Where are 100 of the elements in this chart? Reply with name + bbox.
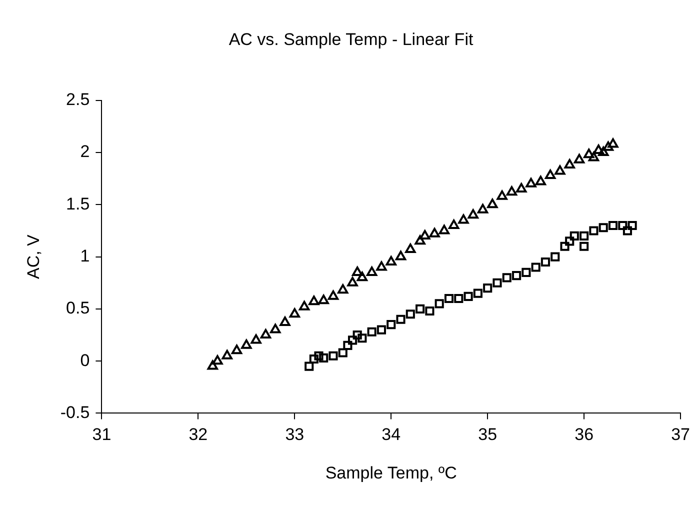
point [618, 220, 628, 230]
y-tick-label: 2 [80, 142, 90, 162]
point [550, 252, 560, 262]
point [308, 296, 320, 306]
point [304, 362, 314, 371]
point [367, 327, 376, 336]
point [526, 178, 536, 188]
point [544, 169, 556, 179]
point [473, 288, 482, 298]
point [241, 339, 252, 349]
x-tick-label: 31 [92, 425, 112, 444]
point [589, 226, 598, 236]
point [580, 231, 589, 240]
point [207, 360, 218, 370]
point [212, 355, 223, 365]
point [608, 220, 618, 230]
point [352, 330, 362, 340]
point [570, 231, 579, 240]
x-tick-label: 37 [671, 425, 690, 444]
point [522, 268, 531, 277]
point [366, 266, 378, 276]
point [531, 262, 540, 272]
point [580, 242, 589, 251]
point [468, 209, 478, 219]
point [405, 244, 416, 253]
point [574, 154, 585, 164]
point [328, 351, 338, 360]
point [425, 306, 434, 316]
point [602, 141, 614, 151]
point [444, 294, 454, 304]
y-tick-label: 1.5 [66, 194, 90, 214]
point [608, 138, 618, 148]
point [565, 236, 574, 246]
point [406, 310, 415, 319]
point [434, 299, 444, 308]
point [318, 294, 329, 304]
point [338, 284, 348, 294]
point [512, 271, 522, 280]
point [280, 316, 290, 326]
point [487, 198, 498, 208]
point [628, 220, 637, 230]
point [395, 250, 406, 260]
point [492, 278, 502, 288]
point [414, 235, 426, 245]
point [420, 230, 430, 240]
point [448, 220, 460, 230]
chart-title: AC vs. Sample Temp - Linear Fit [228, 30, 474, 49]
x-tick-label: 32 [188, 425, 208, 444]
point [477, 204, 488, 214]
point [356, 272, 368, 282]
y-tick-label: 1 [80, 246, 90, 266]
point [270, 324, 281, 334]
y-axis-title: AC, V [24, 234, 43, 280]
point [502, 273, 512, 282]
x-axis-title: Sample Temp, ºC [325, 463, 457, 482]
x-tick-label: 35 [478, 425, 498, 444]
point [348, 336, 358, 345]
point [483, 284, 492, 293]
point [438, 224, 450, 234]
point [347, 276, 358, 286]
point [309, 354, 318, 364]
point [376, 325, 386, 334]
point [593, 144, 604, 154]
point [535, 176, 546, 186]
point [564, 159, 575, 169]
point [289, 308, 300, 318]
point [540, 257, 550, 267]
y-tick-label: 2.5 [66, 90, 90, 110]
point [516, 183, 527, 193]
point [222, 350, 232, 360]
x-tick-label: 36 [574, 425, 594, 444]
point [376, 261, 387, 271]
point [396, 314, 406, 324]
point [328, 290, 339, 300]
point [358, 334, 367, 343]
y-tick-label: 0.5 [66, 298, 90, 318]
point [260, 329, 272, 338]
x-tick-label: 34 [382, 425, 401, 444]
point [584, 148, 594, 158]
point [560, 242, 570, 251]
point [622, 226, 632, 236]
point [319, 353, 328, 362]
point [506, 186, 518, 196]
point [454, 294, 464, 304]
point [338, 348, 348, 358]
point [386, 320, 396, 330]
point [598, 223, 608, 232]
point [416, 304, 425, 314]
point [598, 146, 609, 156]
point [464, 292, 473, 301]
point [458, 214, 469, 224]
point [429, 228, 440, 238]
y-tick-label: -0.5 [60, 402, 90, 422]
point [250, 334, 262, 344]
point [588, 152, 600, 162]
point [352, 266, 363, 276]
point [231, 344, 242, 354]
point [314, 351, 324, 360]
point [386, 256, 396, 266]
point [298, 300, 310, 310]
